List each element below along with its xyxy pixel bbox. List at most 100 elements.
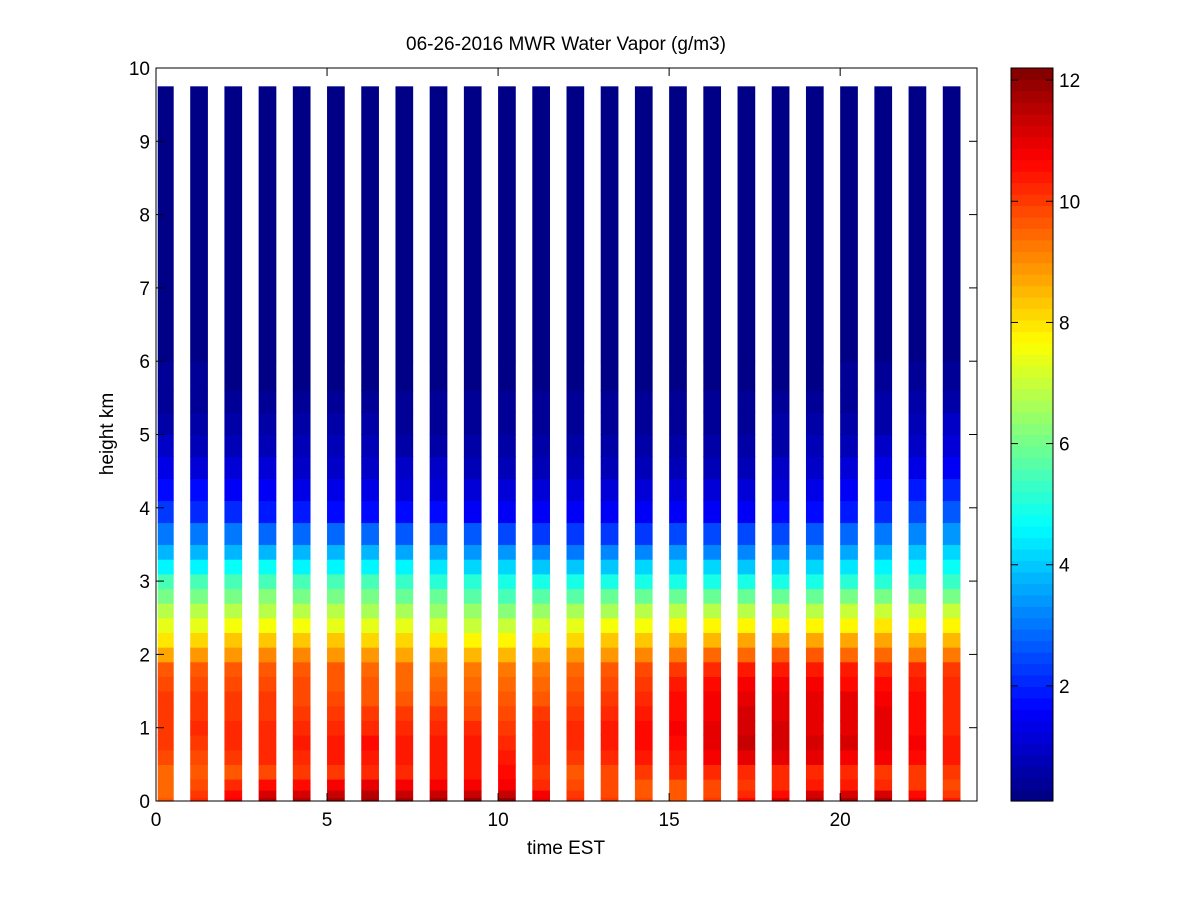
heatmap-cell bbox=[600, 779, 619, 791]
heatmap-cell bbox=[258, 617, 277, 634]
heatmap-cell bbox=[634, 632, 653, 648]
heatmap-cell bbox=[840, 588, 858, 604]
heatmap-cell bbox=[429, 500, 448, 524]
heatmap-cell bbox=[669, 632, 687, 648]
heatmap-cell bbox=[224, 522, 243, 546]
heatmap-cell bbox=[190, 691, 208, 707]
heatmap-cell bbox=[669, 390, 687, 414]
heatmap-cell bbox=[942, 661, 961, 677]
heatmap-cell bbox=[395, 361, 414, 392]
heatmap-cell bbox=[737, 544, 756, 560]
heatmap-cell bbox=[395, 478, 414, 502]
heatmap-cell bbox=[840, 390, 858, 414]
heatmap-cell bbox=[498, 588, 516, 604]
colorbar-segment bbox=[1011, 216, 1053, 229]
heatmap-cell bbox=[463, 720, 482, 736]
heatmap-cell bbox=[908, 705, 927, 721]
heatmap-cell bbox=[292, 661, 311, 677]
heatmap-cell bbox=[840, 456, 858, 480]
heatmap-cell bbox=[361, 735, 379, 751]
heatmap-cell bbox=[327, 661, 345, 677]
heatmap-cell bbox=[157, 790, 174, 798]
heatmap-cell bbox=[361, 749, 379, 765]
heatmap-cell bbox=[361, 573, 379, 590]
heatmap-cell bbox=[634, 764, 653, 780]
heatmap-cell bbox=[463, 779, 482, 791]
heatmap-cell bbox=[908, 691, 927, 707]
heatmap-cell bbox=[874, 735, 893, 751]
colorbar-segment bbox=[1011, 720, 1053, 733]
colorbar-segment bbox=[1011, 171, 1053, 184]
heatmap-cell bbox=[942, 412, 961, 436]
heatmap-cell bbox=[292, 735, 311, 751]
heatmap-cell bbox=[600, 478, 619, 502]
heatmap-cell bbox=[532, 691, 550, 707]
heatmap-cell bbox=[600, 390, 619, 414]
heatmap-cell bbox=[737, 790, 756, 798]
heatmap-cell bbox=[258, 434, 277, 458]
heatmap-cell bbox=[327, 735, 345, 751]
heatmap-cell bbox=[498, 797, 516, 802]
colorbar-segment bbox=[1011, 251, 1053, 264]
heatmap-cell bbox=[224, 661, 243, 677]
heatmap-cell bbox=[669, 603, 687, 619]
heatmap-cell bbox=[942, 478, 961, 502]
heatmap-cell bbox=[840, 573, 858, 590]
heatmap-cell bbox=[463, 603, 482, 619]
heatmap-cell bbox=[429, 779, 448, 791]
heatmap-cell bbox=[566, 361, 585, 392]
heatmap-cell bbox=[429, 647, 448, 663]
heatmap-cell bbox=[908, 720, 927, 736]
heatmap-cell bbox=[327, 573, 345, 590]
heatmap-cell bbox=[190, 603, 208, 619]
heatmap-cell bbox=[258, 544, 277, 560]
heatmap-cell bbox=[737, 361, 756, 392]
heatmap-cell bbox=[429, 676, 448, 692]
heatmap-cell bbox=[258, 749, 277, 765]
heatmap-cell bbox=[771, 691, 790, 707]
heatmap-cell bbox=[908, 434, 927, 458]
heatmap-cell bbox=[258, 361, 277, 392]
heatmap-cell bbox=[566, 705, 585, 721]
heatmap-cell bbox=[600, 573, 619, 590]
heatmap-cell bbox=[703, 705, 722, 721]
heatmap-cell bbox=[669, 676, 687, 692]
heatmap-cell bbox=[498, 522, 516, 546]
heatmap-cell bbox=[703, 735, 722, 751]
heatmap-cell bbox=[395, 676, 414, 692]
heatmap-cell bbox=[498, 361, 516, 392]
heatmap-cell bbox=[395, 573, 414, 590]
heatmap-cell bbox=[157, 749, 174, 765]
heatmap-cell bbox=[224, 676, 243, 692]
heatmap-cell bbox=[805, 86, 824, 362]
heatmap-cell bbox=[737, 478, 756, 502]
heatmap-cell bbox=[292, 603, 311, 619]
heatmap-cell bbox=[224, 588, 243, 604]
heatmap-cell bbox=[669, 790, 687, 798]
heatmap-cell bbox=[634, 559, 653, 575]
heatmap-cell bbox=[600, 661, 619, 677]
heatmap-cell bbox=[669, 522, 687, 546]
heatmap-cell bbox=[669, 456, 687, 480]
heatmap-cell bbox=[942, 361, 961, 392]
heatmap-cell bbox=[737, 456, 756, 480]
heatmap-cell bbox=[327, 603, 345, 619]
heatmap-cell bbox=[874, 456, 893, 480]
heatmap-cell bbox=[669, 764, 687, 780]
heatmap-cell bbox=[566, 779, 585, 791]
heatmap-cell bbox=[566, 676, 585, 692]
heatmap-cell bbox=[942, 86, 961, 362]
heatmap-cell bbox=[669, 573, 687, 590]
colorbar-segment bbox=[1011, 640, 1053, 653]
heatmap-cell bbox=[908, 632, 927, 648]
heatmap-cell bbox=[840, 559, 858, 575]
heatmap-cell bbox=[532, 720, 550, 736]
heatmap-cell bbox=[703, 617, 722, 634]
heatmap-cell bbox=[157, 361, 174, 392]
heatmap-cell bbox=[600, 647, 619, 663]
heatmap-cell bbox=[737, 705, 756, 721]
heatmap-cell bbox=[840, 797, 858, 802]
colorbar-gradient bbox=[1011, 68, 1053, 802]
heatmap-cell bbox=[532, 434, 550, 458]
heatmap-cell bbox=[874, 522, 893, 546]
